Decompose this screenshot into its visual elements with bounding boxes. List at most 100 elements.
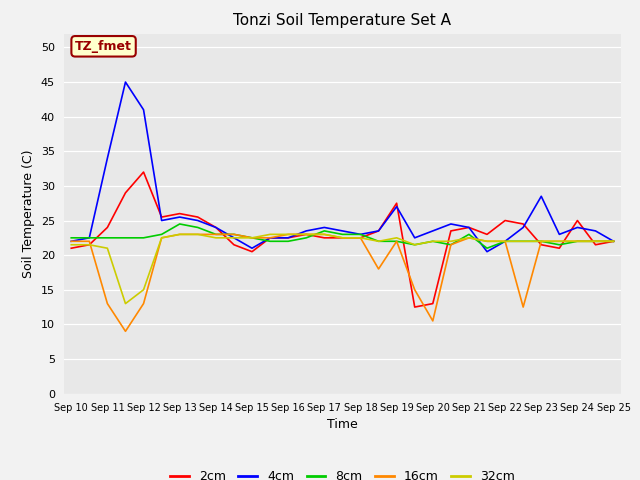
16cm bbox=[266, 235, 274, 240]
8cm bbox=[67, 235, 75, 240]
8cm bbox=[339, 231, 346, 237]
2cm bbox=[176, 211, 184, 216]
4cm bbox=[176, 214, 184, 220]
32cm bbox=[483, 239, 491, 244]
2cm bbox=[284, 235, 292, 240]
8cm bbox=[519, 239, 527, 244]
2cm bbox=[429, 300, 436, 306]
8cm bbox=[610, 239, 618, 244]
16cm bbox=[501, 239, 509, 244]
Line: 4cm: 4cm bbox=[71, 82, 614, 252]
X-axis label: Time: Time bbox=[327, 418, 358, 431]
2cm bbox=[194, 214, 202, 220]
2cm bbox=[483, 231, 491, 237]
4cm bbox=[591, 228, 599, 234]
4cm bbox=[374, 228, 382, 234]
8cm bbox=[212, 231, 220, 237]
2cm bbox=[573, 217, 581, 223]
16cm bbox=[104, 300, 111, 306]
2cm bbox=[610, 239, 618, 244]
4cm bbox=[140, 107, 147, 113]
4cm bbox=[67, 239, 75, 244]
8cm bbox=[266, 239, 274, 244]
8cm bbox=[374, 239, 382, 244]
4cm bbox=[86, 235, 93, 240]
2cm bbox=[104, 225, 111, 230]
8cm bbox=[556, 242, 563, 248]
2cm bbox=[519, 221, 527, 227]
4cm bbox=[266, 235, 274, 240]
2cm bbox=[122, 190, 129, 196]
4cm bbox=[429, 228, 436, 234]
16cm bbox=[465, 235, 473, 240]
8cm bbox=[284, 239, 292, 244]
32cm bbox=[447, 239, 454, 244]
32cm bbox=[356, 235, 364, 240]
8cm bbox=[411, 242, 419, 248]
32cm bbox=[284, 231, 292, 237]
2cm bbox=[158, 214, 166, 220]
16cm bbox=[591, 239, 599, 244]
16cm bbox=[140, 300, 147, 306]
4cm bbox=[122, 79, 129, 85]
4cm bbox=[411, 235, 419, 240]
Text: TZ_fmet: TZ_fmet bbox=[75, 40, 132, 53]
2cm bbox=[303, 231, 310, 237]
Line: 32cm: 32cm bbox=[71, 234, 614, 303]
2cm bbox=[447, 228, 454, 234]
32cm bbox=[248, 235, 256, 240]
16cm bbox=[303, 231, 310, 237]
8cm bbox=[158, 231, 166, 237]
16cm bbox=[339, 235, 346, 240]
8cm bbox=[538, 239, 545, 244]
Title: Tonzi Soil Temperature Set A: Tonzi Soil Temperature Set A bbox=[234, 13, 451, 28]
8cm bbox=[429, 239, 436, 244]
32cm bbox=[538, 239, 545, 244]
4cm bbox=[194, 217, 202, 223]
32cm bbox=[194, 231, 202, 237]
32cm bbox=[140, 287, 147, 293]
2cm bbox=[556, 245, 563, 251]
32cm bbox=[411, 242, 419, 248]
16cm bbox=[248, 235, 256, 240]
8cm bbox=[356, 231, 364, 237]
2cm bbox=[374, 228, 382, 234]
16cm bbox=[284, 231, 292, 237]
32cm bbox=[429, 239, 436, 244]
2cm bbox=[321, 235, 328, 240]
32cm bbox=[610, 239, 618, 244]
4cm bbox=[610, 239, 618, 244]
4cm bbox=[212, 225, 220, 230]
32cm bbox=[122, 300, 129, 306]
16cm bbox=[447, 242, 454, 248]
8cm bbox=[483, 245, 491, 251]
16cm bbox=[86, 239, 93, 244]
8cm bbox=[303, 235, 310, 240]
8cm bbox=[140, 235, 147, 240]
8cm bbox=[591, 239, 599, 244]
8cm bbox=[447, 242, 454, 248]
32cm bbox=[303, 231, 310, 237]
32cm bbox=[339, 235, 346, 240]
16cm bbox=[230, 231, 238, 237]
4cm bbox=[538, 193, 545, 199]
4cm bbox=[483, 249, 491, 254]
8cm bbox=[321, 228, 328, 234]
2cm bbox=[591, 242, 599, 248]
8cm bbox=[86, 235, 93, 240]
32cm bbox=[230, 235, 238, 240]
16cm bbox=[393, 239, 401, 244]
4cm bbox=[556, 231, 563, 237]
4cm bbox=[447, 221, 454, 227]
32cm bbox=[212, 235, 220, 240]
2cm bbox=[339, 235, 346, 240]
32cm bbox=[374, 239, 382, 244]
32cm bbox=[176, 231, 184, 237]
8cm bbox=[501, 239, 509, 244]
32cm bbox=[393, 235, 401, 240]
2cm bbox=[393, 200, 401, 206]
2cm bbox=[248, 249, 256, 254]
16cm bbox=[610, 239, 618, 244]
2cm bbox=[230, 242, 238, 248]
16cm bbox=[321, 231, 328, 237]
